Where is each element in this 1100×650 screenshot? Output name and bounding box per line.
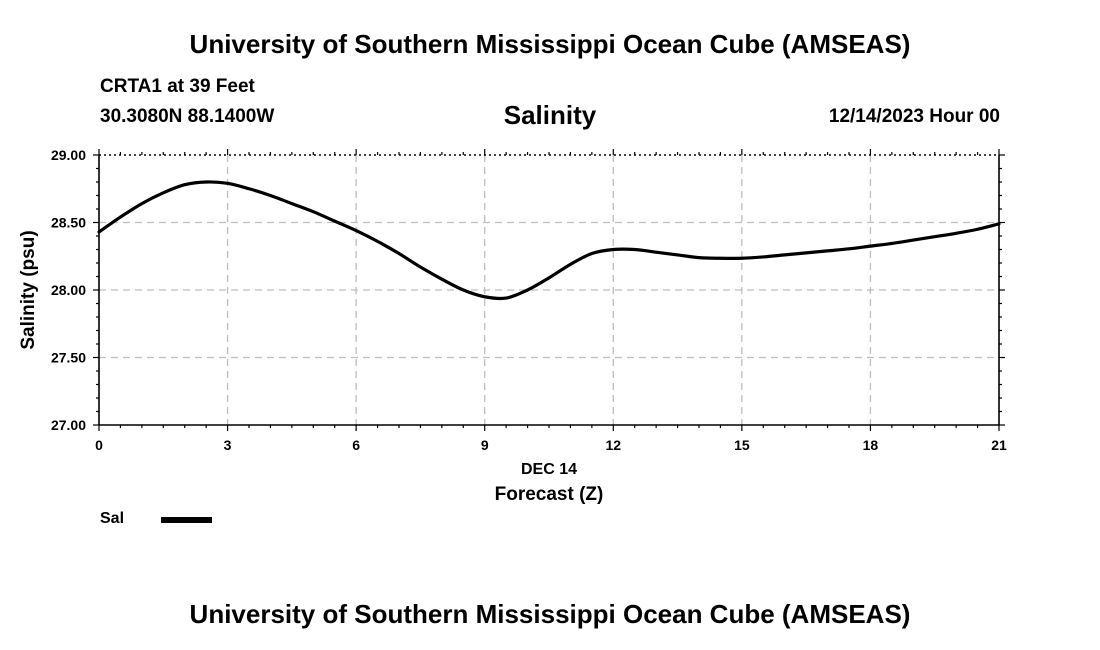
x-tick-label: 3 bbox=[224, 437, 232, 453]
legend-swatch-sal bbox=[161, 517, 212, 523]
x-axis-title: Forecast (Z) bbox=[495, 484, 604, 505]
chart-main-title: University of Southern Mississippi Ocean… bbox=[189, 29, 911, 59]
y-tick-label: 28.00 bbox=[51, 282, 86, 298]
y-tick-label: 27.50 bbox=[51, 350, 86, 366]
forecast-datetime: 12/14/2023 Hour 00 bbox=[828, 106, 1000, 127]
x-tick-label: 0 bbox=[95, 437, 103, 453]
y-axis-title: Salinity (psu) bbox=[18, 230, 39, 349]
x-tick-label: 9 bbox=[481, 437, 489, 453]
legend-label-sal: Sal bbox=[100, 510, 125, 527]
x-tick-label: 15 bbox=[734, 437, 750, 453]
series-line-sal bbox=[97, 180, 1001, 301]
x-axis-date-label: DEC 14 bbox=[521, 461, 577, 478]
station-label: CRTA1 at 39 Feet bbox=[100, 76, 255, 97]
y-tick-label: 28.50 bbox=[51, 215, 86, 231]
chart-subtitle: Salinity bbox=[503, 100, 597, 130]
x-tick-label: 12 bbox=[605, 437, 621, 453]
y-tick-label: 29.00 bbox=[51, 147, 86, 163]
x-tick-label: 18 bbox=[863, 437, 879, 453]
chart-footer-title: University of Southern Mississippi Ocean… bbox=[189, 599, 911, 629]
x-tick-label: 6 bbox=[352, 437, 360, 453]
x-tick-label: 21 bbox=[991, 437, 1007, 453]
y-tick-label: 27.00 bbox=[51, 417, 86, 433]
station-coordinates: 30.3080N 88.1400W bbox=[100, 106, 275, 127]
